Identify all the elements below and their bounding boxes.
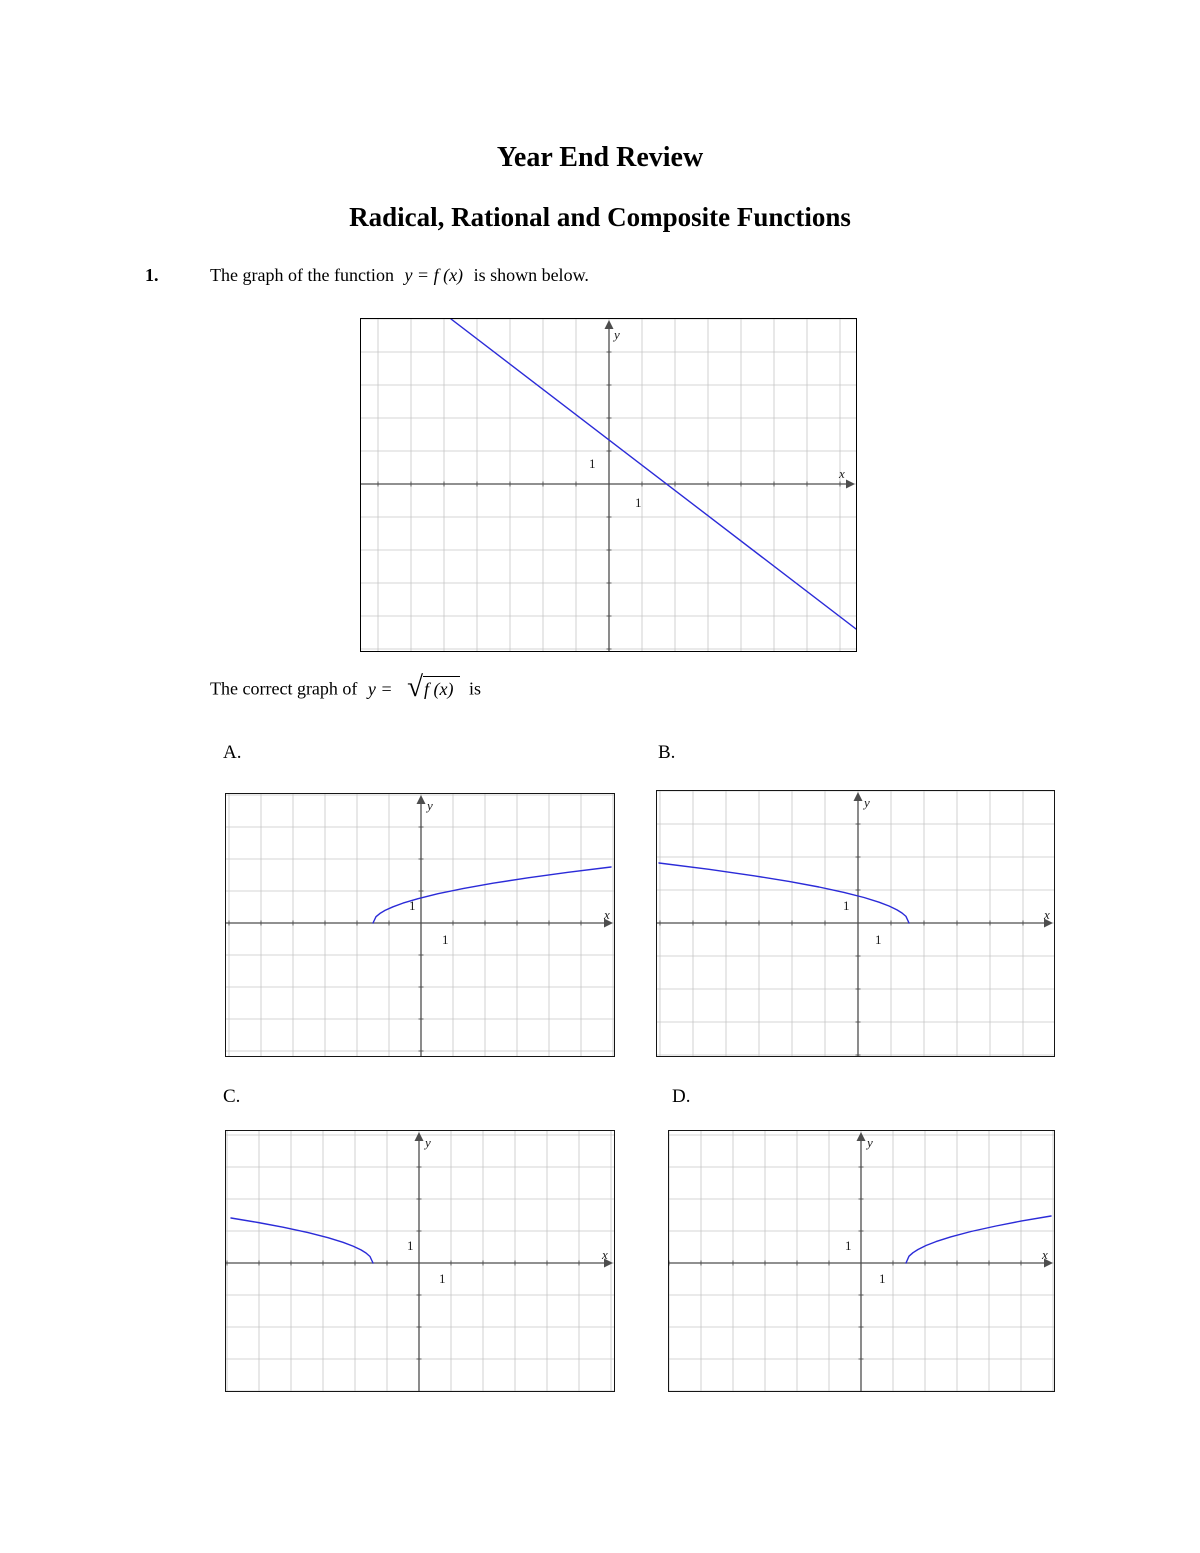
sqrt-expression: √ f (x) bbox=[407, 671, 461, 705]
prompt-text-after: is bbox=[468, 678, 481, 699]
function-formula: y = f (x) bbox=[404, 265, 464, 285]
svg-text:1: 1 bbox=[439, 1271, 446, 1286]
svg-text:1: 1 bbox=[442, 932, 449, 947]
question-number: 1. bbox=[145, 265, 159, 285]
prompt-lead-formula: y = bbox=[367, 678, 393, 699]
svg-text:y: y bbox=[423, 1135, 431, 1150]
option-label-b: B. bbox=[658, 742, 676, 763]
svg-text:y: y bbox=[865, 1135, 873, 1150]
page-title: Year End Review bbox=[496, 142, 704, 173]
graph-option-c: y x 1 1 bbox=[225, 1130, 615, 1392]
svg-text:y: y bbox=[425, 798, 433, 813]
svg-text:x: x bbox=[1041, 1247, 1048, 1262]
svg-text:1: 1 bbox=[407, 1238, 414, 1253]
graph-option-b: y x 1 1 bbox=[656, 790, 1055, 1057]
svg-text:1: 1 bbox=[845, 1238, 852, 1253]
prompt-line: The correct graph of y = √ f (x) is bbox=[210, 671, 481, 705]
radicand: f (x) bbox=[422, 676, 461, 700]
svg-text:1: 1 bbox=[843, 898, 850, 913]
question-text: The graph of the function y = f (x) is s… bbox=[210, 265, 589, 286]
question-text-after: is shown below. bbox=[473, 265, 589, 285]
svg-text:y: y bbox=[862, 795, 870, 810]
page-subtitle: Radical, Rational and Composite Function… bbox=[349, 202, 851, 232]
option-label-d: D. bbox=[672, 1086, 691, 1107]
option-label-c: C. bbox=[223, 1086, 241, 1107]
svg-text:x: x bbox=[838, 466, 845, 481]
svg-text:1: 1 bbox=[635, 495, 642, 510]
svg-text:1: 1 bbox=[875, 932, 882, 947]
question-1: 1. The graph of the function y = f (x) i… bbox=[145, 265, 589, 286]
graph-main-function: y x 1 1 bbox=[360, 318, 857, 652]
svg-text:1: 1 bbox=[409, 898, 416, 913]
radical-sign: √ bbox=[407, 671, 423, 703]
graph-option-d: y x 1 1 bbox=[668, 1130, 1055, 1392]
svg-text:1: 1 bbox=[879, 1271, 886, 1286]
svg-text:y: y bbox=[612, 327, 620, 342]
prompt-text-before: The correct graph of bbox=[210, 678, 358, 699]
svg-text:x: x bbox=[1043, 907, 1050, 922]
question-text-before: The graph of the function bbox=[210, 265, 394, 285]
option-label-a: A. bbox=[223, 742, 242, 763]
svg-text:1: 1 bbox=[589, 456, 596, 471]
svg-text:x: x bbox=[603, 907, 610, 922]
svg-text:x: x bbox=[601, 1247, 608, 1262]
graph-option-a: y x 1 1 bbox=[225, 793, 615, 1057]
